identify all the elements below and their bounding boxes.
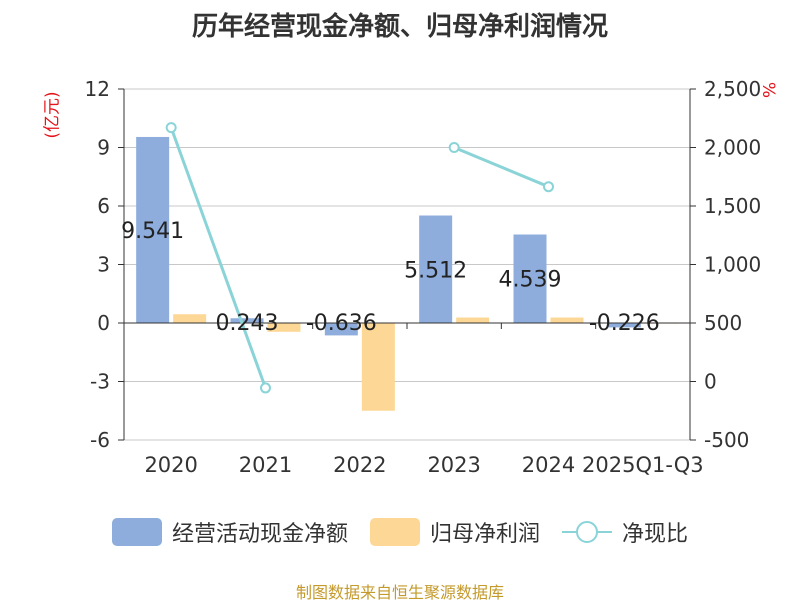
- legend-swatch-netprofit: [369, 518, 420, 546]
- bar-data-label: 5.512: [404, 258, 467, 283]
- legend-item-cashflow[interactable]: 经营活动现金净额: [111, 516, 348, 548]
- legend-item-ratio[interactable]: 净现比: [562, 516, 688, 548]
- ratio-point: [165, 122, 177, 134]
- bar-netprofit: [267, 323, 301, 332]
- ratio-line-segment: [169, 127, 267, 389]
- ratio-point: [260, 382, 271, 394]
- ratio-point: [543, 181, 554, 193]
- category-label: 2020: [144, 453, 197, 477]
- bar-netprofit: [361, 323, 395, 411]
- left-tick-label: -3: [90, 370, 110, 394]
- bar-netprofit: [456, 317, 490, 323]
- bar-cashflow: [513, 234, 547, 323]
- bar-cashflow: [607, 323, 641, 328]
- bar-data-label: 9.541: [121, 219, 184, 244]
- bar-data-label: -0.636: [306, 311, 377, 336]
- category-label: 2022: [333, 453, 386, 477]
- category-label: 2023: [427, 453, 480, 477]
- chart-title: 历年经营现金净额、归母净利润情况: [191, 12, 608, 42]
- left-tick-label: 3: [97, 253, 110, 277]
- source-note: 制图数据来自恒生聚源数据库: [295, 583, 504, 602]
- legend-label-netprofit: 归母净利润: [429, 522, 540, 547]
- legend-label-cashflow: 经营活动现金净额: [171, 522, 348, 547]
- right-tick-label: 2,500: [704, 77, 761, 101]
- category-label: 2024: [522, 453, 575, 477]
- ratio-line-segment: [453, 146, 550, 189]
- right-tick-label: 500: [704, 311, 742, 335]
- bar-netprofit: [173, 314, 207, 323]
- left-tick-label: -6: [90, 428, 110, 452]
- legend: 经营活动现金净额 归母净利润 净现比: [0, 516, 800, 548]
- bar-cashflow: [230, 318, 264, 323]
- ratio-point: [448, 142, 460, 153]
- right-tick-label: 0: [704, 370, 717, 394]
- category-label: 2021: [239, 453, 292, 477]
- bar-netprofit: [550, 317, 584, 323]
- bar-cashflow: [419, 215, 453, 323]
- legend-label-ratio: 净现比: [622, 522, 689, 547]
- right-tick-label: -500: [704, 428, 749, 452]
- right-tick-label: 1,000: [704, 253, 761, 277]
- legend-item-netprofit[interactable]: 归母净利润: [369, 516, 540, 548]
- bar-cashflow: [136, 136, 170, 323]
- left-tick-label: 6: [97, 194, 110, 218]
- bar-data-label: 4.539: [499, 268, 562, 293]
- left-tick-label: 9: [97, 136, 110, 160]
- legend-swatch-ratio: [562, 518, 612, 546]
- left-tick-label: 12: [85, 77, 110, 101]
- bar-data-label: 0.243: [216, 311, 279, 336]
- category-label: 2025Q1-Q3: [582, 453, 704, 477]
- right-tick-label: 2,000: [704, 136, 761, 160]
- bar-data-label: -0.226: [589, 311, 660, 336]
- left-tick-label: 0: [97, 311, 110, 335]
- legend-swatch-cashflow: [111, 518, 162, 546]
- bar-cashflow: [324, 323, 358, 336]
- right-tick-label: 1,500: [704, 194, 761, 218]
